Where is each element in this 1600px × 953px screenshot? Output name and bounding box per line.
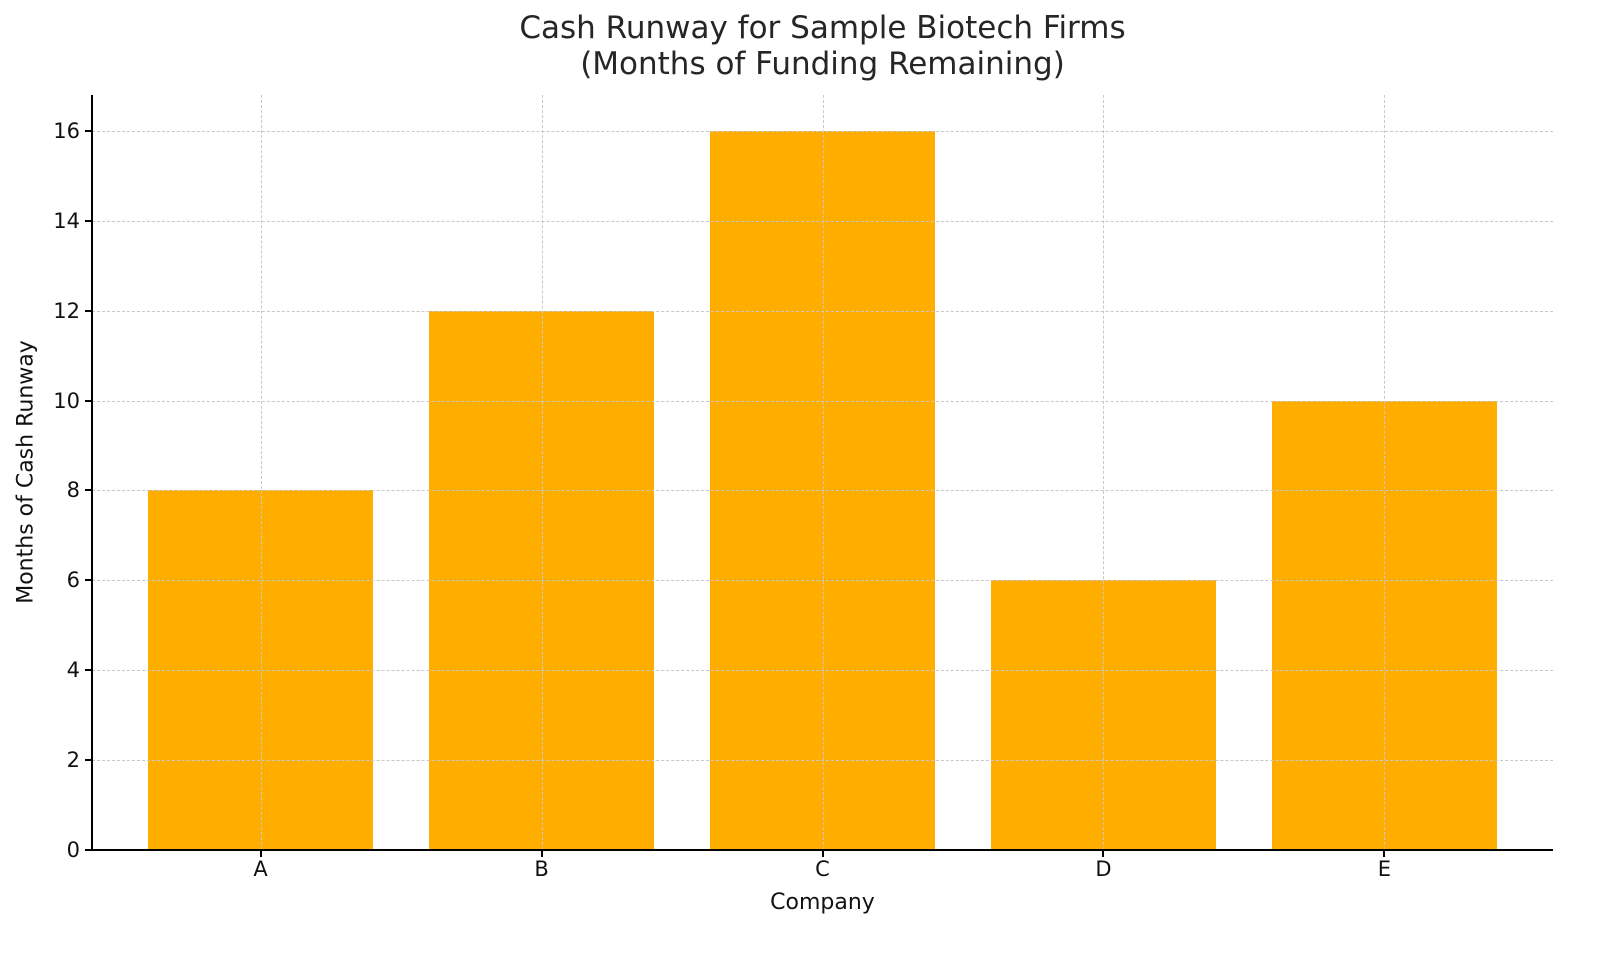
- y-axis-line: [91, 95, 93, 851]
- x-tick-mark: [1383, 851, 1386, 857]
- x-tick-label-d: D: [1095, 857, 1112, 881]
- x-tick-label-a: A: [253, 857, 268, 881]
- y-tick-label: 10: [53, 388, 80, 413]
- y-tick-label: 2: [66, 748, 80, 773]
- x-axis-line: [91, 849, 1553, 851]
- grid-line-vertical: [822, 95, 824, 850]
- grid-line-vertical: [260, 95, 262, 850]
- y-tick-label: 14: [53, 208, 80, 233]
- y-tick-mark: [85, 219, 91, 222]
- chart-title: Cash Runway for Sample Biotech Firms (Mo…: [92, 10, 1553, 82]
- y-tick-label: 16: [53, 118, 80, 143]
- y-axis-label: Months of Cash Runway: [13, 340, 39, 604]
- bar-d: [991, 580, 1216, 850]
- y-tick-mark: [85, 849, 91, 851]
- x-tick-mark: [821, 851, 824, 857]
- y-tick-mark: [85, 579, 91, 582]
- y-tick-label: 12: [53, 298, 80, 323]
- y-tick-label: 0: [66, 838, 80, 862]
- x-tick-label-c: C: [815, 857, 830, 881]
- bar-e: [1272, 400, 1497, 850]
- x-tick-mark: [540, 851, 543, 857]
- chart-title-line-1: Cash Runway for Sample Biotech Firms: [519, 10, 1126, 46]
- x-tick-label-e: E: [1377, 857, 1392, 881]
- y-tick-mark: [85, 489, 91, 492]
- x-tick-mark: [259, 851, 262, 857]
- chart-title-line-2: (Months of Funding Remaining): [580, 46, 1065, 82]
- grid-line-vertical: [1103, 95, 1105, 850]
- grid-line-vertical: [541, 95, 543, 850]
- grid-line-vertical: [1384, 95, 1386, 850]
- y-tick-mark: [85, 669, 91, 672]
- y-tick-mark: [85, 759, 91, 762]
- y-tick-mark: [85, 129, 91, 132]
- y-tick-label: 4: [66, 658, 80, 683]
- x-tick-mark: [1102, 851, 1105, 857]
- y-tick-mark: [85, 309, 91, 312]
- y-tick-label: 6: [66, 568, 80, 593]
- x-tick-label-b: B: [534, 857, 549, 881]
- y-tick-label: 8: [66, 478, 80, 503]
- plot-area: [92, 95, 1553, 850]
- x-axis-label: Company: [770, 890, 875, 915]
- y-tick-mark: [85, 399, 91, 402]
